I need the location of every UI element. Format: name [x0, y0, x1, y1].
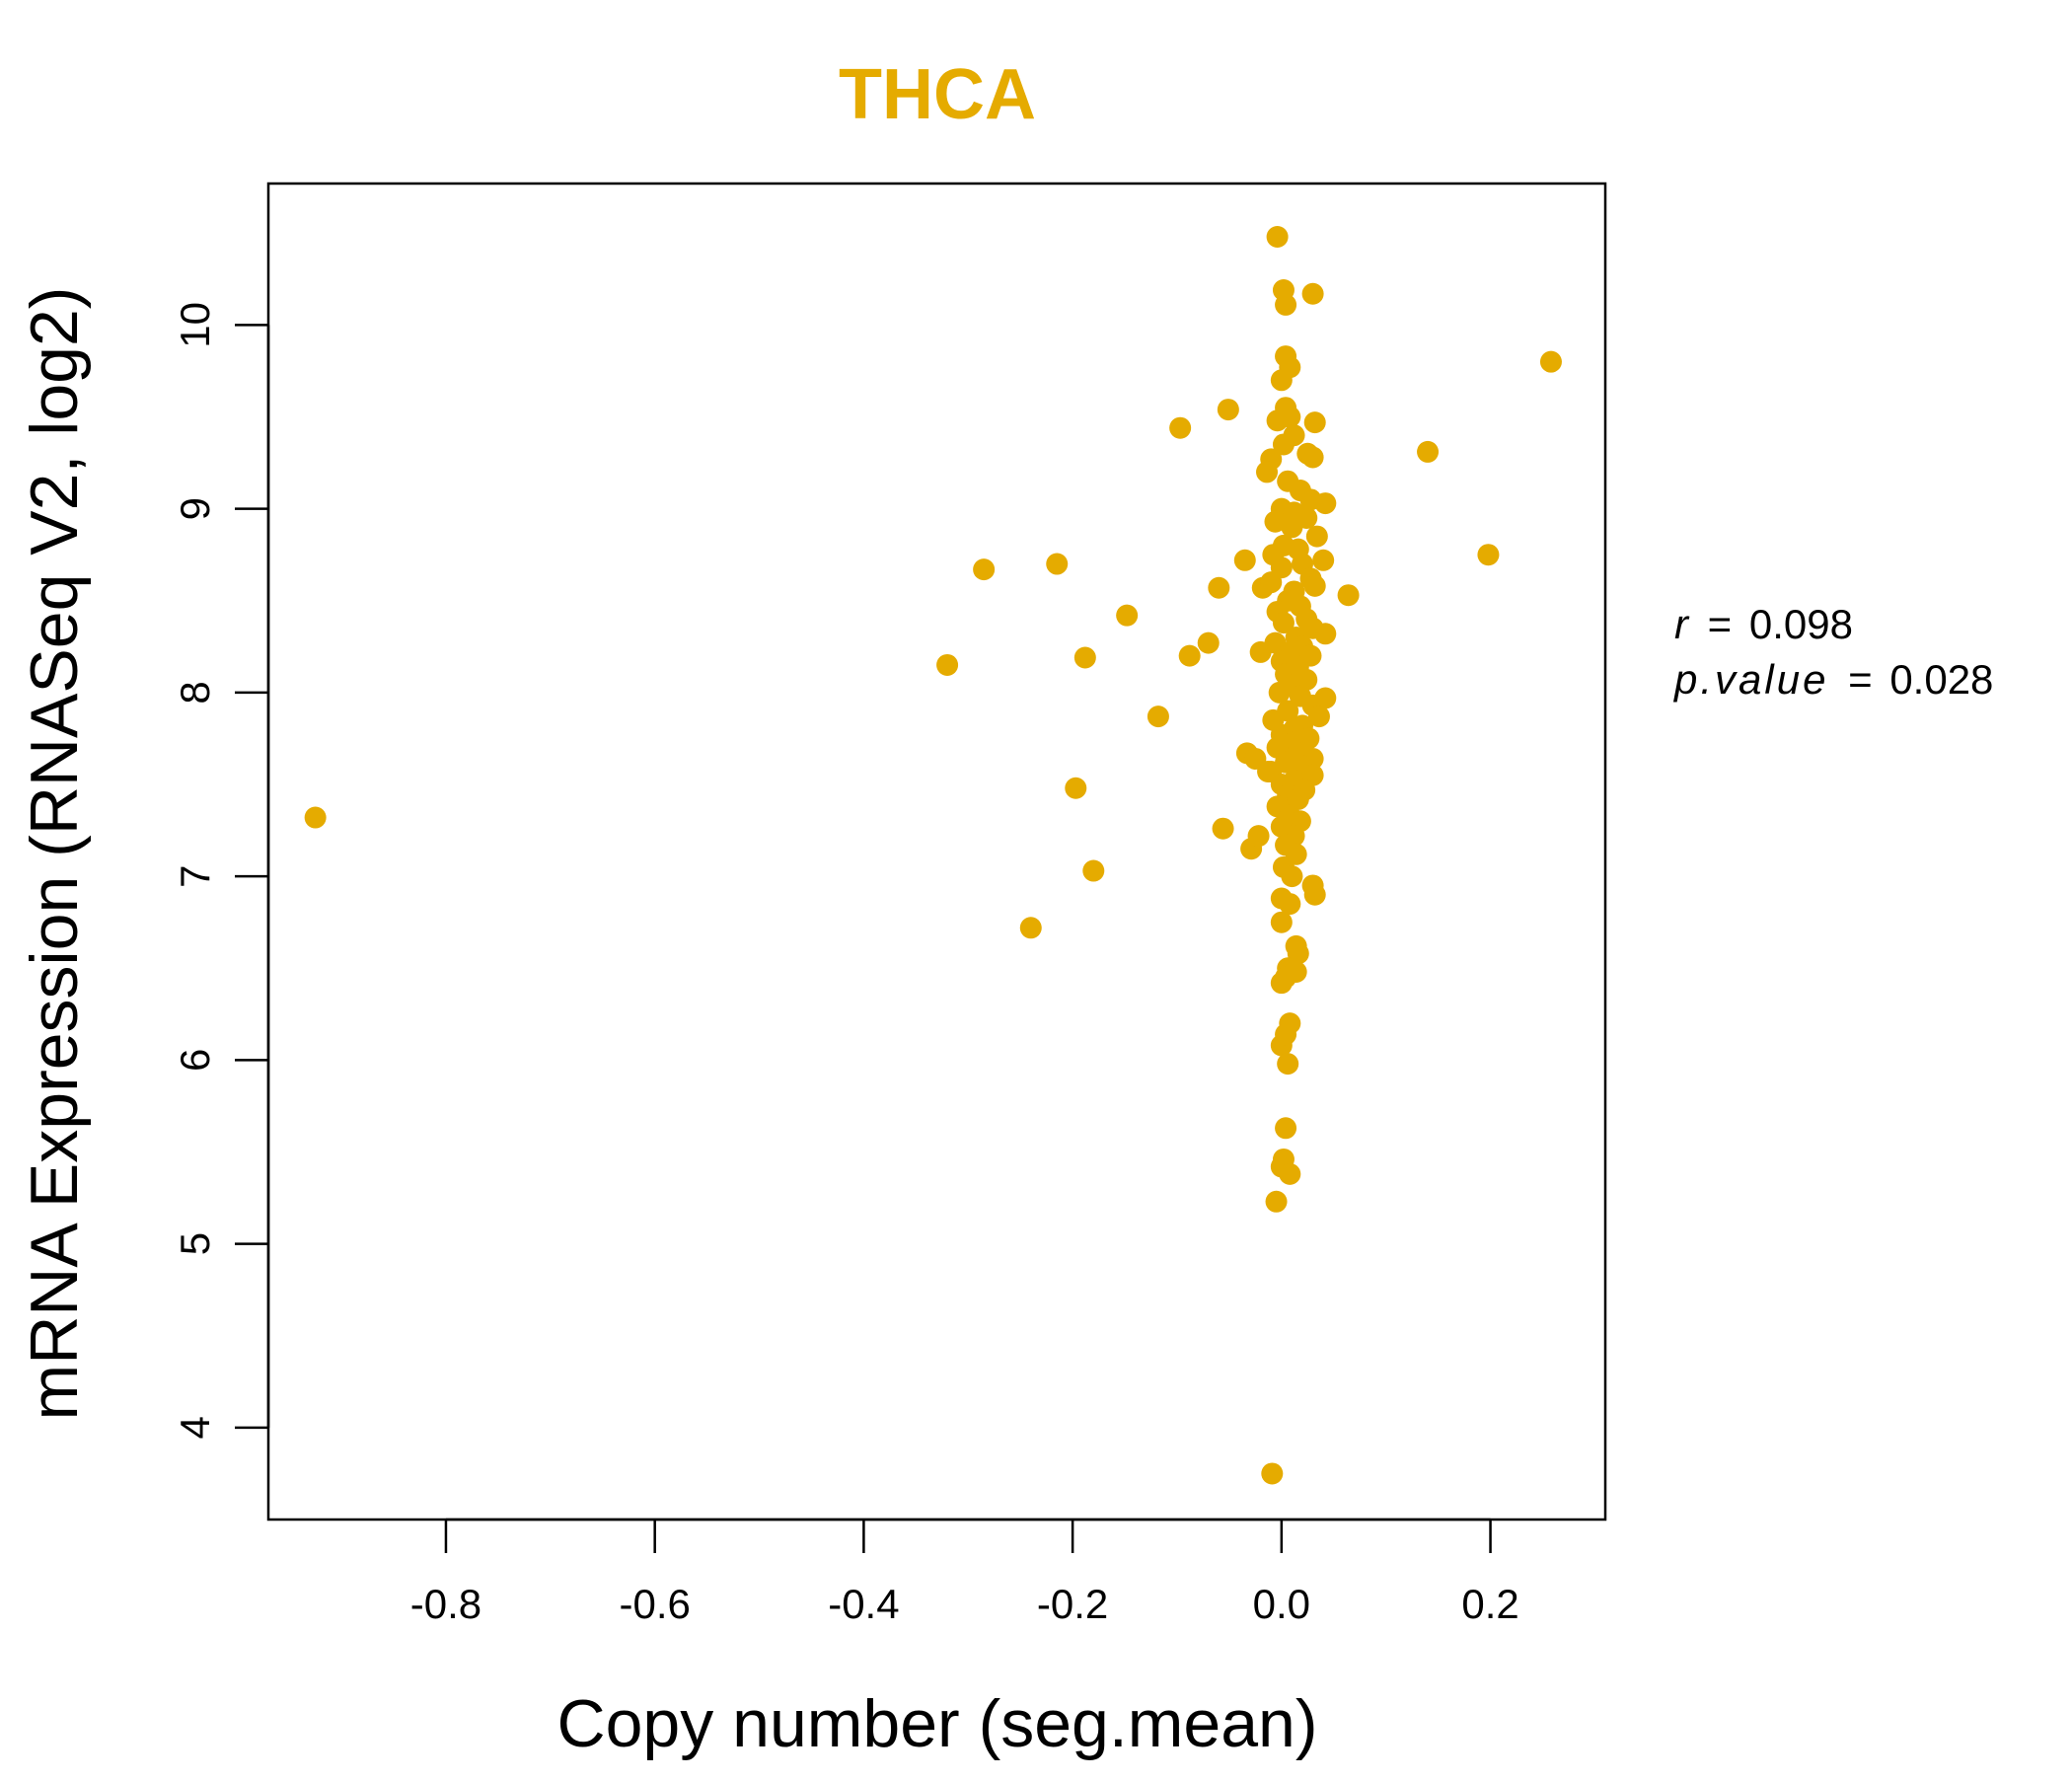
data-point: [973, 558, 996, 581]
p-label: p.value: [1672, 656, 1828, 703]
data-point: [1266, 409, 1289, 432]
p-stat: p.value = 0.028: [1672, 656, 1993, 703]
y-tick-label: 9: [172, 497, 218, 520]
data-point: [1217, 399, 1239, 421]
data-point: [1169, 416, 1192, 439]
r-value: 0.098: [1749, 601, 1853, 647]
data-point: [1275, 1023, 1297, 1046]
r-equals: =: [1708, 601, 1733, 647]
x-tick-label: -0.2: [1037, 1581, 1108, 1627]
data-point: [1065, 777, 1087, 799]
data-point: [1314, 492, 1337, 515]
data-point: [1307, 705, 1330, 728]
p-value: 0.028: [1889, 656, 1993, 703]
data-point: [1019, 917, 1042, 939]
chart-title: THCA: [839, 55, 1036, 134]
x-tick-label: -0.8: [410, 1581, 481, 1627]
data-point: [1266, 226, 1289, 249]
data-point: [1539, 350, 1562, 373]
data-point: [1314, 623, 1337, 645]
data-point: [1279, 1162, 1301, 1185]
data-point: [1147, 705, 1169, 728]
r-stat: r = 0.098: [1674, 601, 1853, 647]
data-point: [1275, 966, 1297, 989]
r-label: r: [1674, 601, 1690, 647]
x-tick-label: 0.0: [1253, 1581, 1310, 1627]
data-point: [1275, 293, 1297, 316]
y-tick-label: 6: [172, 1049, 218, 1072]
data-point: [1312, 549, 1335, 571]
data-point: [1303, 883, 1326, 906]
data-point: [1272, 433, 1295, 456]
data-point: [1303, 574, 1326, 597]
data-point: [1301, 446, 1324, 469]
data-point: [1212, 817, 1234, 840]
data-points: [304, 226, 1562, 1485]
data-point: [1275, 1117, 1297, 1140]
x-tick-label: -0.4: [828, 1581, 899, 1627]
data-point: [304, 806, 327, 829]
y-axis: 4 5 6 7 8 9 10: [172, 302, 270, 1440]
data-point: [1287, 787, 1309, 810]
stats-annotation: r = 0.098 p.value = 0.028: [1672, 601, 1993, 703]
data-point: [1260, 571, 1283, 594]
data-point: [1477, 544, 1500, 566]
data-point: [1178, 644, 1201, 667]
data-point: [1268, 681, 1291, 704]
data-point: [1281, 865, 1303, 888]
data-point: [1337, 584, 1360, 607]
data-point: [1073, 646, 1096, 669]
data-point: [936, 653, 959, 676]
data-point: [1116, 604, 1139, 627]
data-point: [1265, 1190, 1288, 1213]
data-point: [1272, 612, 1295, 634]
x-axis: -0.8 -0.6 -0.4 -0.2 0.0 0.2: [410, 1518, 1519, 1627]
y-tick-label: 10: [172, 302, 218, 348]
data-point: [1046, 553, 1069, 575]
data-point: [1270, 369, 1293, 392]
data-point: [1305, 525, 1328, 548]
data-point: [1256, 461, 1279, 483]
y-tick-label: 5: [172, 1232, 218, 1255]
y-axis-label: mRNA Expression (RNASeq V2, log2): [17, 287, 92, 1421]
data-point: [1197, 631, 1220, 654]
data-point: [1277, 1053, 1299, 1076]
p-equals: =: [1848, 656, 1873, 703]
plot-frame: [266, 182, 1607, 1521]
data-point: [1261, 1462, 1284, 1485]
x-tick-label: -0.6: [619, 1581, 690, 1627]
data-point: [1233, 549, 1256, 571]
data-point: [1082, 859, 1105, 882]
data-point: [1301, 282, 1324, 305]
data-point: [1279, 893, 1301, 916]
data-point: [1264, 510, 1287, 533]
y-tick-label: 4: [172, 1416, 218, 1439]
data-point: [1417, 440, 1440, 463]
data-point: [1303, 411, 1326, 434]
x-tick-label: 0.2: [1461, 1581, 1518, 1627]
y-tick-label: 8: [172, 681, 218, 704]
data-point: [1208, 576, 1230, 599]
x-axis-label: Copy number (seg.mean): [556, 1686, 1317, 1761]
data-point: [1247, 825, 1270, 848]
data-point: [1270, 911, 1293, 933]
y-tick-label: 7: [172, 864, 218, 887]
data-point: [1281, 516, 1303, 539]
